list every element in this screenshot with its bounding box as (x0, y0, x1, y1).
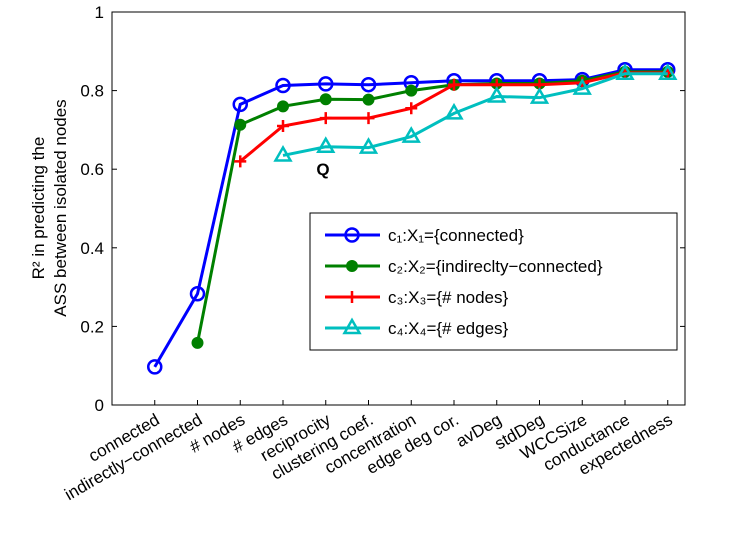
legend-label: c₄:X₄={# edges} (388, 319, 509, 338)
legend-label: c₁:X₁={connected} (388, 226, 524, 245)
marker (362, 112, 375, 125)
marker (147, 359, 163, 375)
y-tick-label: 0 (95, 396, 104, 415)
legend-label: c₂:X₂={indireclty−connected} (388, 257, 603, 276)
legend-marker (344, 227, 360, 243)
y-tick-label: 0.6 (80, 160, 104, 179)
y-tick-label: 1 (95, 3, 104, 22)
marker (529, 87, 550, 104)
marker (487, 85, 507, 103)
marker (189, 286, 206, 302)
marker (358, 137, 379, 154)
marker (234, 155, 247, 168)
marker (273, 144, 293, 162)
legend-marker (346, 260, 358, 272)
marker (405, 102, 418, 115)
marker (318, 76, 334, 92)
marker (319, 93, 332, 106)
marker (405, 84, 418, 97)
marker (319, 112, 332, 125)
legend: c₁:X₁={connected} c₂:X₂={indireclty−conne… (309, 212, 678, 351)
y-axis-label: ASS between isolated nodes (51, 99, 70, 316)
legend-label: c₃:X₃={# nodes} (388, 288, 509, 307)
annotation: Q (316, 160, 329, 179)
marker (275, 77, 291, 94)
marker (448, 78, 460, 91)
series-line (196, 70, 668, 344)
y-axis-label: R² in predicting the (29, 137, 48, 280)
marker (572, 78, 592, 95)
legend-marker (346, 291, 358, 303)
marker (277, 100, 289, 113)
marker (362, 93, 375, 106)
marker (360, 76, 377, 93)
plot-frame (111, 11, 686, 406)
marker (232, 96, 248, 113)
marker (401, 126, 421, 143)
series-line (282, 72, 668, 157)
marker (277, 119, 289, 132)
marker (658, 63, 678, 80)
marker (191, 336, 204, 349)
y-tick-label: 0.8 (80, 82, 104, 101)
marker (444, 102, 464, 120)
legend-marker (342, 317, 362, 335)
marker (234, 118, 247, 131)
y-tick-label: 0.2 (80, 317, 104, 336)
marker (615, 63, 635, 80)
y-tick-label: 0.4 (80, 239, 104, 258)
marker (316, 136, 336, 154)
